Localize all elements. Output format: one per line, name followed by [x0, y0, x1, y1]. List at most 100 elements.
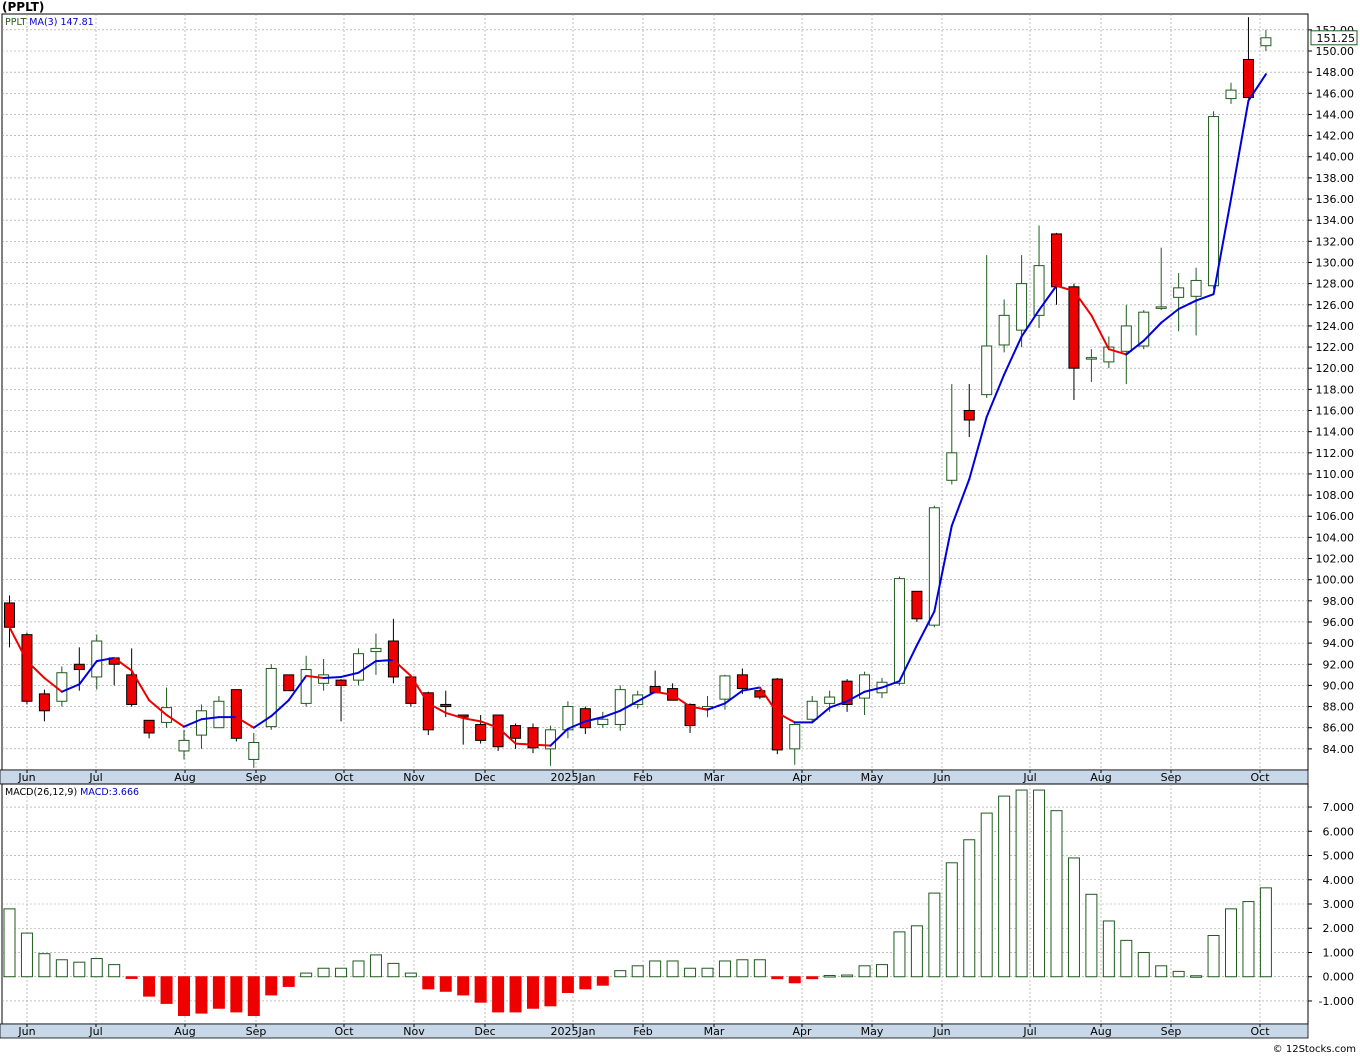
legend-ma-label: MA(3) 147.81 — [29, 17, 93, 28]
ma3-line-segment — [1003, 335, 1023, 376]
candle-body — [579, 708, 591, 729]
ma3-line-segment — [933, 524, 953, 613]
price-x-label: Mar — [704, 771, 725, 784]
ma3-line-segment — [636, 690, 657, 703]
price-tick-label: 100.00 — [1316, 574, 1355, 587]
macd-bar — [125, 976, 138, 979]
ma3-line-segment — [968, 415, 988, 481]
price-x-label: Jul — [1022, 771, 1036, 784]
macd-bar — [980, 812, 993, 978]
ma3-line-segment — [427, 702, 447, 714]
ma3-line-segment — [1212, 198, 1232, 296]
candle-body — [789, 724, 801, 750]
price-tick-label: 116.00 — [1316, 405, 1355, 418]
price-tick-label: 90.00 — [1323, 679, 1355, 692]
macd-bar — [1085, 893, 1098, 978]
macd-bar — [404, 972, 417, 978]
candle-body — [56, 672, 68, 702]
candle-body — [1173, 287, 1185, 298]
price-tick-label: 84.00 — [1323, 743, 1355, 756]
ma3-line-segment — [950, 478, 971, 527]
ma3-line-segment — [601, 709, 622, 719]
candle-body — [353, 653, 364, 681]
macd-bar — [614, 970, 627, 978]
macd-x-axis: Jun Jul Aug Sep Oct Nov Dec 2025Jan Feb Mar Apr May… — [0, 1023, 1309, 1039]
last-price-box — [1310, 30, 1358, 46]
price-tick-label: 118.00 — [1316, 383, 1355, 396]
candle-body — [1051, 233, 1062, 288]
ma3-line-segment — [148, 699, 168, 717]
ma3-line-segment — [811, 706, 831, 724]
macd-x-label: Jul — [88, 1025, 102, 1038]
candle-body — [859, 674, 871, 699]
macd-bar — [701, 967, 714, 978]
ma3-line-segment — [113, 656, 133, 672]
candle-body — [824, 696, 836, 704]
price-tick-label: 126.00 — [1316, 299, 1355, 312]
price-tick-label: 150.00 — [1316, 45, 1355, 58]
price-tick-label: 114.00 — [1316, 426, 1355, 439]
macd-bar — [963, 839, 976, 978]
macd-x-label: Sep — [246, 1025, 267, 1038]
macd-bar — [1207, 935, 1220, 978]
macd-bar — [439, 976, 452, 992]
candle-body — [527, 727, 539, 749]
price-tick-label: 134.00 — [1316, 214, 1355, 227]
macd-bar — [1102, 920, 1115, 978]
price-plot-area — [1, 13, 1309, 771]
macd-bar — [369, 954, 382, 978]
macd-bar — [841, 974, 854, 978]
macd-x-label: Oct — [334, 1025, 354, 1038]
ma3-line-segment — [497, 726, 517, 745]
ma3-line-segment — [1160, 307, 1180, 324]
page-title: (PPLT) — [2, 0, 45, 14]
candle-body — [283, 674, 295, 692]
ma3-line-segment — [322, 675, 343, 680]
ma3-line-segment — [1090, 314, 1110, 351]
macd-bar — [422, 976, 435, 990]
macd-bar — [509, 976, 522, 1013]
candle-body — [300, 669, 312, 704]
ma3-line-segment — [1055, 284, 1075, 293]
candle-body — [614, 689, 626, 726]
macd-bar — [73, 961, 86, 978]
price-tick-label: 142.00 — [1316, 130, 1355, 143]
candle-body — [928, 507, 940, 626]
candle-body — [1068, 286, 1080, 369]
macd-bar — [684, 967, 697, 978]
price-axis-strip — [0, 769, 1309, 785]
ma3-line-segment — [863, 686, 883, 693]
ma3-line-segment — [1177, 299, 1198, 310]
legend-symbol: PPLT — [5, 17, 29, 28]
candle-body — [1120, 325, 1132, 352]
candle-body — [230, 689, 242, 739]
macd-bar — [474, 976, 487, 1003]
candle-body — [1016, 283, 1028, 331]
ma3-line-segment — [514, 742, 534, 746]
macd-bar — [317, 967, 330, 978]
candle-body — [126, 674, 138, 705]
candle-body — [1190, 279, 1202, 297]
macd-bar — [945, 862, 958, 978]
macd-bar — [108, 964, 121, 978]
ma3-line-segment — [444, 711, 465, 720]
candle-body — [492, 714, 504, 748]
price-tick-label: 104.00 — [1316, 531, 1355, 544]
price-tick-label: 144.00 — [1316, 108, 1355, 121]
footer-credit: © 12Stocks.com — [1272, 1044, 1356, 1055]
price-x-label: Jul — [88, 771, 102, 784]
ma3-line-segment — [1142, 321, 1163, 342]
candle-body — [841, 680, 853, 705]
candle-body — [422, 692, 434, 731]
candle-body — [248, 742, 260, 760]
ma3-line-segment — [1230, 99, 1250, 201]
ma3-line-segment — [287, 674, 308, 702]
macd-bar — [666, 960, 679, 978]
candle-body — [1260, 37, 1272, 47]
candle-body — [195, 710, 207, 736]
macd-bar — [596, 976, 609, 986]
price-x-label: Sep — [1161, 771, 1182, 784]
ma3-line-segment — [270, 699, 290, 718]
price-x-label: Jun — [17, 771, 35, 784]
price-x-label: Apr — [792, 771, 812, 784]
